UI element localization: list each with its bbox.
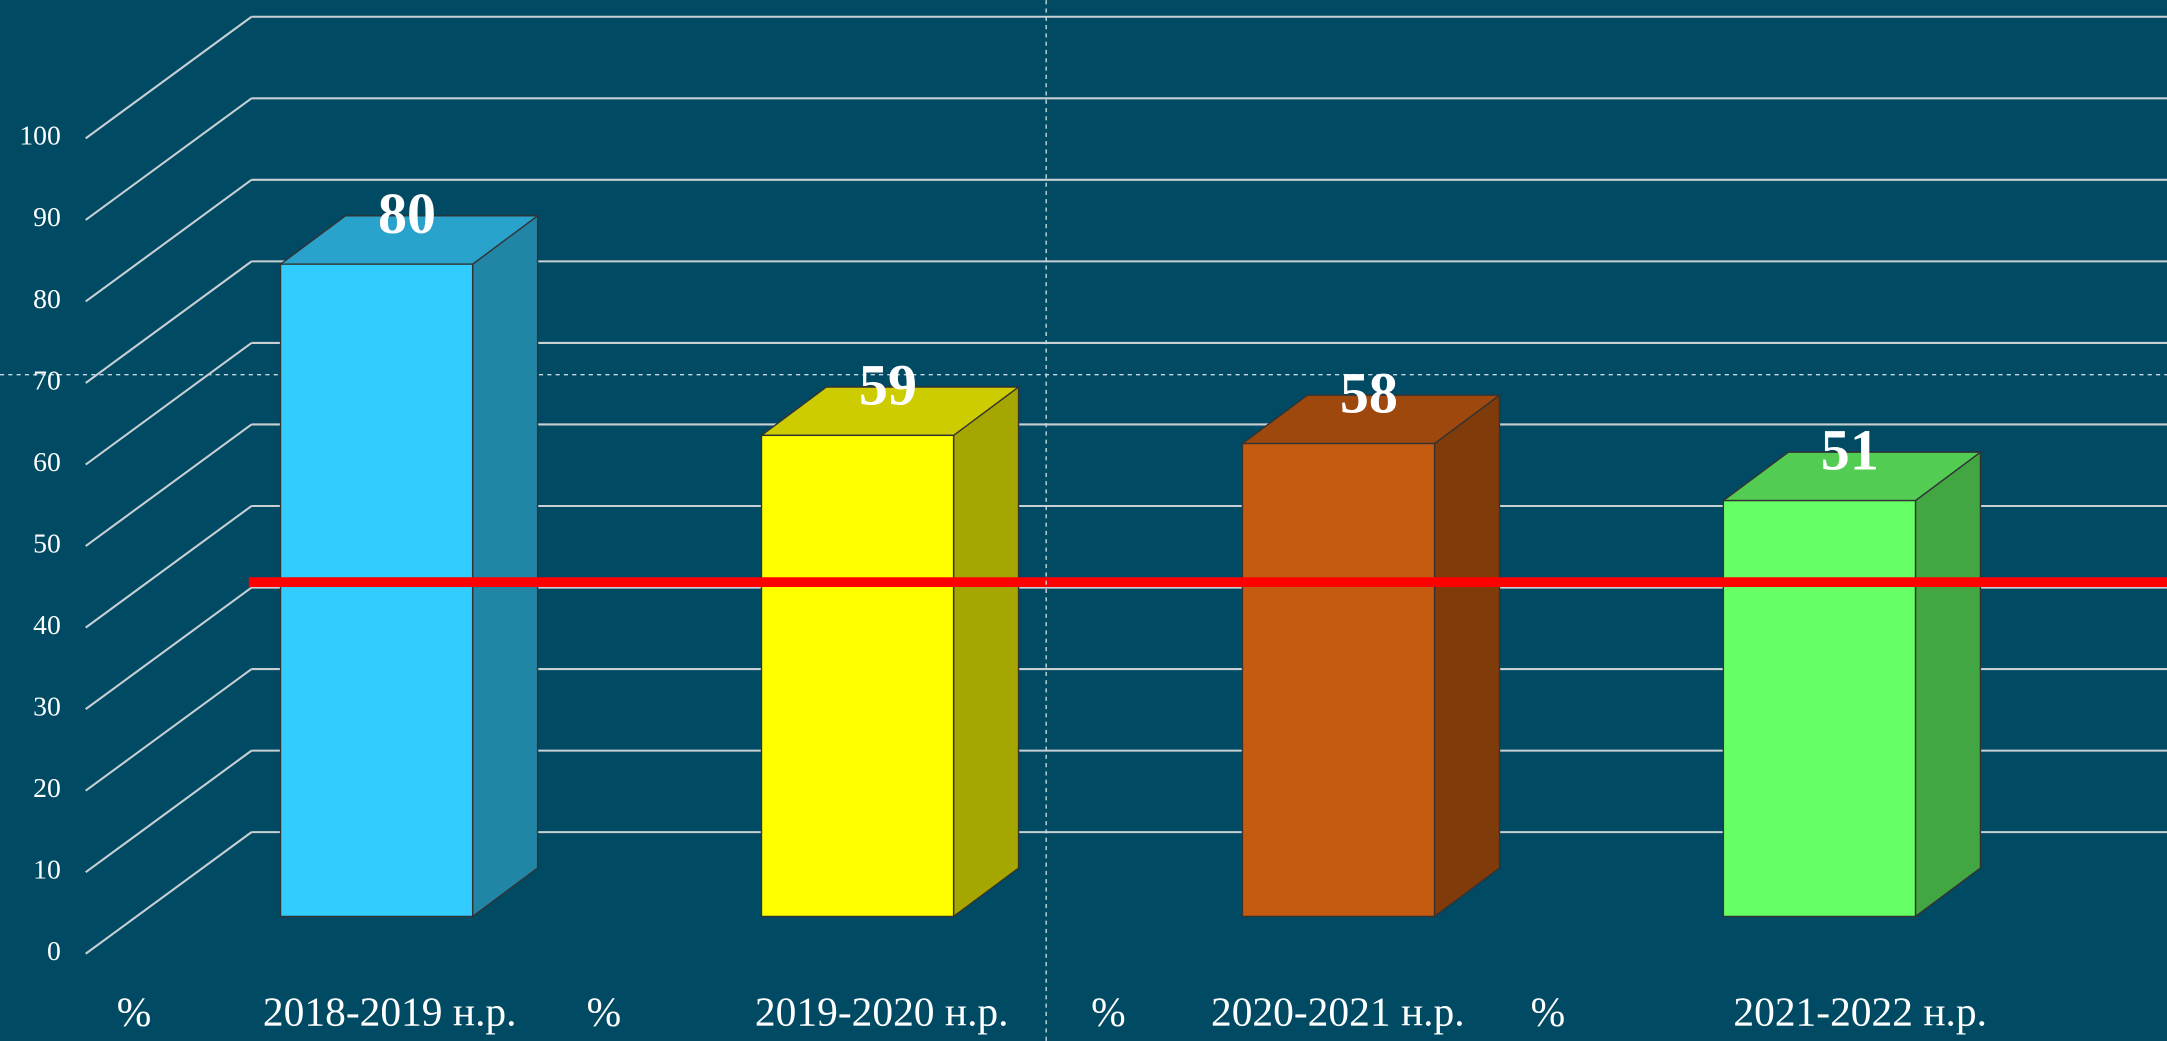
value-label: 58 bbox=[1340, 361, 1398, 426]
y-tick-label: 100 bbox=[19, 120, 60, 151]
unit-label: % bbox=[587, 988, 622, 1034]
grid-line-diagonal bbox=[85, 831, 253, 955]
x-tick-label: 2018-2019 н.р. bbox=[263, 988, 517, 1034]
bar bbox=[760, 434, 955, 918]
bar-side bbox=[1914, 450, 1982, 918]
y-tick-label: 10 bbox=[33, 854, 61, 885]
x-tick-label: 2020-2021 н.р. bbox=[1211, 988, 1465, 1034]
y-tick-label: 80 bbox=[33, 283, 61, 314]
y-tick-label: 70 bbox=[33, 364, 61, 395]
y-tick-label: 60 bbox=[33, 446, 61, 477]
value-label: 51 bbox=[1821, 418, 1879, 483]
grid-line-diagonal bbox=[85, 97, 253, 221]
bar-side bbox=[471, 214, 539, 918]
grid-line-diagonal bbox=[85, 260, 253, 384]
y-tick-label: 90 bbox=[33, 201, 61, 232]
y-tick-label: 20 bbox=[33, 772, 61, 803]
bar bbox=[1722, 499, 1917, 918]
value-label: 59 bbox=[859, 352, 917, 417]
value-label: 80 bbox=[378, 181, 436, 246]
y-tick-label: 50 bbox=[33, 527, 61, 558]
y-tick-label: 40 bbox=[33, 609, 61, 640]
grid-line-diagonal bbox=[85, 15, 253, 140]
x-tick-label: 2021-2022 н.р. bbox=[1733, 988, 1987, 1034]
unit-label: % bbox=[1531, 988, 1566, 1034]
unit-label: % bbox=[1091, 988, 1126, 1034]
x-tick-label: 2019-2020 н.р. bbox=[755, 988, 1009, 1034]
grid-line-diagonal bbox=[85, 342, 253, 466]
grid-line-diagonal bbox=[85, 178, 253, 303]
bar-side bbox=[1433, 393, 1501, 918]
grid-line-diagonal bbox=[85, 505, 253, 629]
bar-side bbox=[952, 385, 1020, 918]
grid-line-diagonal bbox=[85, 423, 253, 547]
bar bbox=[279, 263, 474, 918]
y-tick-label: 0 bbox=[47, 935, 61, 966]
bar bbox=[1241, 442, 1436, 918]
grid-line-diagonal bbox=[85, 586, 253, 710]
unit-label: % bbox=[117, 988, 152, 1034]
grid-line-diagonal bbox=[85, 749, 253, 874]
y-tick-label: 30 bbox=[33, 690, 61, 721]
grid-line-diagonal bbox=[85, 668, 253, 792]
